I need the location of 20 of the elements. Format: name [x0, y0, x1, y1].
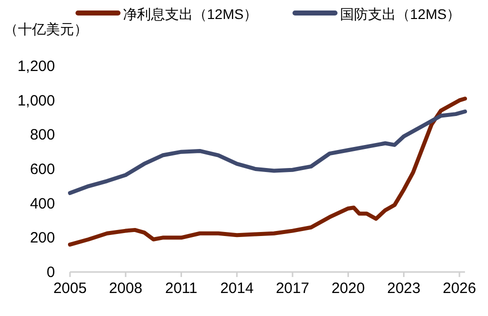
- x-tick-label: 2026: [442, 280, 476, 297]
- legend-label: 净利息支出（12MS）: [123, 6, 258, 22]
- y-tick-label: 600: [30, 161, 55, 178]
- y-tick-label: 200: [30, 230, 55, 247]
- y-tick-label: 0: [46, 264, 55, 281]
- x-tick-label: 2005: [53, 280, 87, 297]
- y-tick-label: 400: [30, 195, 55, 212]
- x-tick-label: 2023: [387, 280, 420, 297]
- x-tick-label: 2020: [331, 280, 365, 297]
- line-series: [68, 96, 467, 247]
- legend-label: 国防支出（12MS）: [340, 6, 461, 22]
- y-axis-title: （十亿美元）: [4, 21, 88, 37]
- x-tick-label: 2017: [276, 280, 310, 297]
- y-tick-label: 1,200: [17, 58, 55, 75]
- x-tick-label: 2014: [220, 280, 254, 297]
- x-tick-label: 2008: [108, 280, 142, 297]
- line-series: [68, 109, 467, 196]
- y-tick-label: 800: [30, 126, 55, 144]
- x-tick-label: 2011: [165, 280, 198, 297]
- y-tick-label: 1,000: [17, 92, 55, 110]
